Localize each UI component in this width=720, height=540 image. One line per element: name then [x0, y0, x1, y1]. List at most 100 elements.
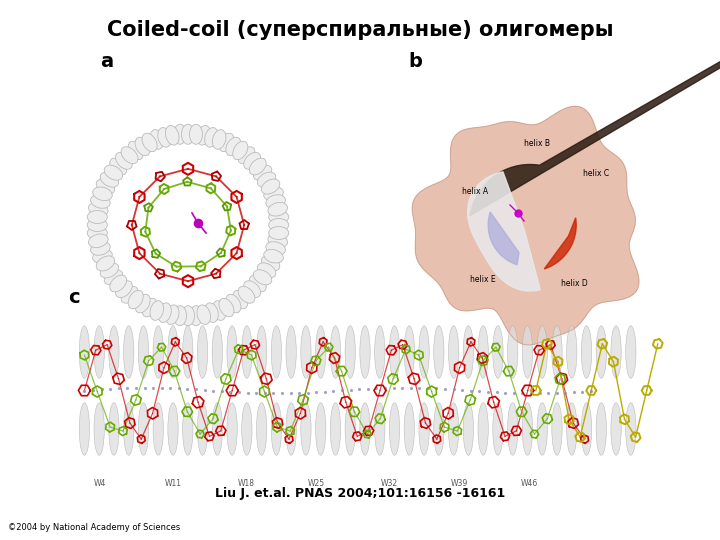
Ellipse shape — [567, 403, 577, 455]
Ellipse shape — [492, 403, 503, 455]
Ellipse shape — [257, 172, 276, 187]
Text: b: b — [408, 52, 422, 71]
Ellipse shape — [537, 403, 547, 455]
Ellipse shape — [89, 202, 108, 216]
Ellipse shape — [142, 133, 157, 152]
Ellipse shape — [189, 124, 202, 144]
Ellipse shape — [581, 403, 592, 455]
Point — [500, 388, 511, 397]
Ellipse shape — [253, 165, 272, 180]
Ellipse shape — [552, 326, 562, 378]
Text: ©2004 by National Academy of Sciences: ©2004 by National Academy of Sciences — [8, 523, 180, 532]
Ellipse shape — [128, 141, 143, 160]
Point — [456, 386, 468, 394]
Ellipse shape — [93, 249, 112, 263]
Point — [156, 383, 168, 392]
Ellipse shape — [552, 403, 562, 455]
Ellipse shape — [249, 158, 266, 175]
Point — [512, 208, 523, 217]
Ellipse shape — [374, 403, 385, 455]
Ellipse shape — [109, 326, 119, 378]
Point — [508, 389, 520, 397]
Ellipse shape — [189, 306, 202, 326]
Text: c: c — [68, 288, 80, 307]
Ellipse shape — [87, 226, 107, 240]
Point — [354, 385, 365, 394]
Polygon shape — [413, 106, 639, 345]
Ellipse shape — [100, 263, 119, 278]
Text: helix E: helix E — [469, 275, 495, 284]
Ellipse shape — [204, 127, 218, 147]
Ellipse shape — [242, 326, 252, 378]
Point — [534, 389, 545, 398]
Ellipse shape — [109, 158, 127, 175]
Point — [216, 387, 228, 395]
Ellipse shape — [390, 403, 400, 455]
Ellipse shape — [89, 234, 108, 247]
Ellipse shape — [87, 211, 107, 224]
Point — [164, 383, 176, 392]
Text: W18: W18 — [238, 479, 255, 488]
Ellipse shape — [79, 326, 89, 378]
Point — [517, 389, 528, 398]
Ellipse shape — [233, 141, 248, 160]
Point — [328, 387, 339, 395]
Ellipse shape — [286, 403, 297, 455]
Point — [104, 384, 116, 393]
Ellipse shape — [135, 294, 150, 313]
Ellipse shape — [197, 403, 207, 455]
Ellipse shape — [626, 326, 636, 378]
Ellipse shape — [269, 226, 289, 240]
Point — [113, 384, 125, 393]
Ellipse shape — [212, 301, 226, 320]
Ellipse shape — [360, 403, 370, 455]
Ellipse shape — [261, 179, 280, 194]
Point — [276, 389, 288, 398]
Point — [448, 385, 459, 394]
Ellipse shape — [181, 306, 194, 326]
Point — [207, 386, 219, 395]
Ellipse shape — [522, 326, 533, 378]
Ellipse shape — [197, 305, 210, 325]
Ellipse shape — [168, 326, 178, 378]
Ellipse shape — [611, 403, 621, 455]
Ellipse shape — [478, 403, 488, 455]
Ellipse shape — [268, 202, 287, 216]
Ellipse shape — [238, 286, 255, 303]
Point — [336, 386, 348, 395]
Text: helix C: helix C — [582, 168, 609, 178]
Point — [388, 383, 400, 392]
Ellipse shape — [124, 326, 134, 378]
Ellipse shape — [233, 291, 248, 309]
Text: Coiled-coil (суперспиральные) олигомеры: Coiled-coil (суперспиральные) олигомеры — [107, 20, 613, 40]
Ellipse shape — [449, 326, 459, 378]
Ellipse shape — [433, 403, 444, 455]
Ellipse shape — [115, 281, 132, 298]
Ellipse shape — [219, 133, 234, 152]
Ellipse shape — [93, 187, 112, 200]
Text: a: a — [100, 52, 113, 71]
Ellipse shape — [286, 326, 297, 378]
Point — [259, 389, 271, 397]
Ellipse shape — [226, 137, 241, 156]
Point — [362, 384, 374, 393]
Text: W25: W25 — [307, 479, 325, 488]
Ellipse shape — [212, 130, 226, 149]
Point — [122, 383, 133, 392]
Point — [181, 384, 193, 393]
Ellipse shape — [522, 403, 533, 455]
Ellipse shape — [153, 326, 163, 378]
Ellipse shape — [581, 326, 592, 378]
Ellipse shape — [374, 326, 385, 378]
Ellipse shape — [404, 403, 415, 455]
Point — [78, 386, 90, 395]
Ellipse shape — [166, 305, 179, 325]
Ellipse shape — [181, 124, 194, 144]
Point — [397, 383, 408, 392]
Ellipse shape — [266, 242, 285, 255]
Ellipse shape — [242, 403, 252, 455]
Text: W46: W46 — [521, 479, 539, 488]
Ellipse shape — [256, 403, 267, 455]
Ellipse shape — [330, 403, 341, 455]
Polygon shape — [470, 0, 720, 215]
